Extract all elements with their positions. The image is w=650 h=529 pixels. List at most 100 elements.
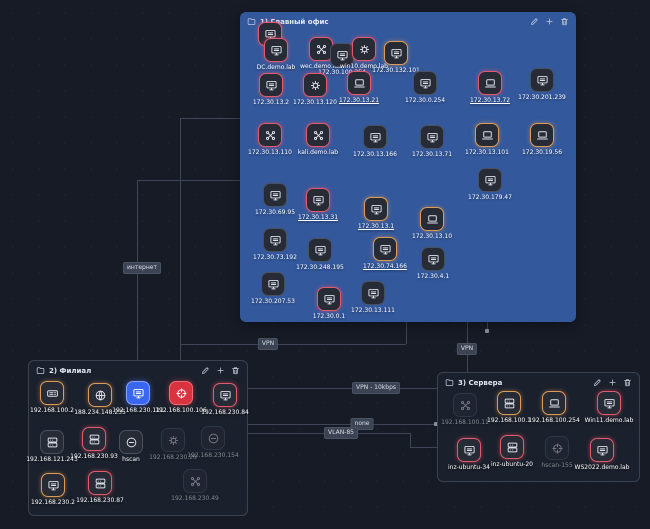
node-172-30-100-254[interactable]: 172.30.100.254 [314, 43, 370, 76]
edge-line [410, 433, 411, 447]
edit-icon[interactable] [593, 378, 602, 387]
node-172-30-248-195[interactable]: 172.30.248.195 [292, 238, 348, 271]
desktop-icon [264, 38, 288, 62]
delete-icon[interactable] [623, 378, 632, 387]
node-inz-ubuntu-20[interactable]: inz-ubuntu-20 [484, 435, 540, 468]
node-172-30-19-56[interactable]: 172.30.19.56 [514, 123, 570, 156]
node-192-168-100-254[interactable]: 192.168.100.254 [526, 391, 582, 424]
node-label: inz-ubuntu-20 [491, 461, 533, 468]
node-192-168-100-1[interactable]: 192.168.100.1 [481, 391, 537, 424]
node-label: Win11.demo.lab [584, 417, 634, 424]
node-172-30-0-254[interactable]: 172.30.0.254 [397, 71, 453, 104]
server-icon [497, 391, 521, 415]
node-192-168-100-106[interactable]: 192.168.100.106 [153, 381, 209, 414]
crosshair-icon [545, 436, 569, 460]
desktop-icon [213, 383, 237, 407]
node-192-168-100-2[interactable]: 192.168.100.2 [24, 381, 80, 414]
laptop-icon [420, 207, 444, 231]
add-icon[interactable] [216, 366, 225, 375]
node-192-168-230-87[interactable]: 192.168.230.87 [72, 471, 128, 504]
node-172-30-73-192[interactable]: 172.30.73.192 [247, 228, 303, 261]
node-label: 192.168.100.2 [30, 407, 74, 414]
edge-line [137, 180, 240, 181]
desktop-icon [384, 41, 408, 65]
node-172-30-13-111[interactable]: 172.30.13.111 [345, 281, 401, 314]
node-label: kali.demo.lab [297, 149, 339, 156]
node-192-168-121-243[interactable]: 192.168.121.243 [24, 430, 80, 463]
node-win10-demo-lab[interactable]: win10.demo.lab [336, 37, 392, 70]
delete-icon[interactable] [560, 17, 569, 26]
node-label: 172.30.13.111 [351, 307, 395, 314]
node-172-30-13-101[interactable]: 172.30.13.101 [459, 123, 515, 156]
globe-icon [88, 383, 112, 407]
node-172-30-13-71[interactable]: 172.30.13.71 [404, 125, 460, 158]
edge-junction-dot [485, 329, 489, 333]
desktop-icon [126, 381, 150, 405]
node-192-168-230-93[interactable]: 192.168.230.93 [66, 427, 122, 460]
node-172-30-13-1[interactable]: 172.30.13.1 [348, 197, 404, 230]
desktop-icon [263, 228, 287, 252]
node-kali-demo-lab[interactable]: kali.demo.lab [290, 123, 346, 156]
wrench-icon [306, 123, 330, 147]
node-192-168-230-2[interactable]: 192.168.230.2 [25, 473, 81, 506]
desktop-icon [478, 168, 502, 192]
node-172-30-132-101[interactable]: 172.30.132.101 [368, 41, 424, 74]
server-icon [40, 430, 64, 454]
node-192-168-230-111[interactable]: 192.168.230.111 [110, 381, 166, 414]
node-label: WS2022.demo.lab [574, 464, 630, 471]
node-172-30-4-1[interactable]: 172.30.4.1 [405, 247, 461, 280]
node-192-168-230-154[interactable]: 192.168.230.154 [185, 426, 241, 459]
node-dc-demo-lab[interactable]: DC.demo.lab [248, 38, 304, 71]
node-172-30-13-10[interactable]: 172.30.13.10 [404, 207, 460, 240]
node-ws2022-demo-lab[interactable]: WS2022.demo.lab [574, 438, 630, 471]
node-172-30-13-72[interactable]: 172.30.13.72 [462, 71, 518, 104]
node-192-168-230-49[interactable]: 192.168.230.49 [167, 469, 223, 502]
desktop-icon [308, 238, 332, 262]
node-172-30-13-166[interactable]: 172.30.13.166 [347, 125, 403, 158]
node-172-30-69-95[interactable]: 172.30.69.95 [247, 183, 303, 216]
desktop-icon [420, 125, 444, 149]
panel-header[interactable]: 3) Сервера [438, 373, 639, 392]
node-inz-ubuntu-34[interactable]: inz-ubuntu-34 [441, 438, 497, 471]
delete-icon[interactable] [231, 366, 240, 375]
node-172-30-13-21[interactable]: 172.30.13.21 [331, 71, 387, 104]
node-172-30-207-53[interactable]: 172.30.207.53 [245, 272, 301, 305]
edge-line [406, 322, 407, 344]
add-icon[interactable] [608, 378, 617, 387]
edit-icon[interactable] [201, 366, 210, 375]
panel-header[interactable]: 2) Филиал [29, 361, 247, 380]
node-label: wec.demo.lab [300, 63, 342, 70]
node-hscan-155[interactable]: hscan-155 [529, 436, 585, 469]
node-172-30-74-166[interactable]: 172.30.74.166 [357, 237, 413, 270]
node-label: 192.168.230.111 [112, 407, 164, 414]
desktop-icon [361, 281, 385, 305]
panel-header[interactable]: 1) Главный офис [240, 12, 576, 31]
desktop-icon [597, 391, 621, 415]
node-172-30-13-2[interactable]: 172.30.13.2 [243, 73, 299, 106]
panel-title: 1) Главный офис [260, 17, 329, 26]
laptop-icon [347, 71, 371, 95]
crosshair-icon [169, 381, 193, 405]
edit-icon[interactable] [530, 17, 539, 26]
node-172-30-13-110[interactable]: 172.30.13.110 [242, 123, 298, 156]
edge-label: VPN [257, 338, 279, 350]
node-label: 172.30.73.192 [253, 254, 297, 261]
node-188-234-148-235[interactable]: 188.234.148.235 [72, 383, 128, 416]
node-192-168-230-84[interactable]: 192.168.230.84 [197, 383, 253, 416]
node-hscan[interactable]: hscan [103, 430, 159, 463]
folder-icon [36, 366, 45, 375]
add-icon[interactable] [545, 17, 554, 26]
desktop-icon [261, 272, 285, 296]
node-172-30-13-120[interactable]: 172.30.13.120 [287, 73, 343, 106]
node-172-30-0-1[interactable]: 172.30.0.1 [301, 287, 357, 320]
node-172-30-201-239[interactable]: 172.30.201.239 [514, 68, 570, 101]
node-win11-demo-lab[interactable]: Win11.demo.lab [581, 391, 637, 424]
node-192-168-100-11[interactable]: 192.168.100.11 [437, 393, 493, 426]
edge-junction-dot [434, 422, 438, 426]
node-label: 172.30.13.166 [353, 151, 397, 158]
edge-line [410, 447, 437, 448]
node-192-168-230-26[interactable]: 192.168.230.26 [145, 428, 201, 461]
node-172-30-13-31[interactable]: 172.30.13.31 [290, 188, 346, 221]
node-172-30-179-47[interactable]: 172.30.179.47 [462, 168, 518, 201]
